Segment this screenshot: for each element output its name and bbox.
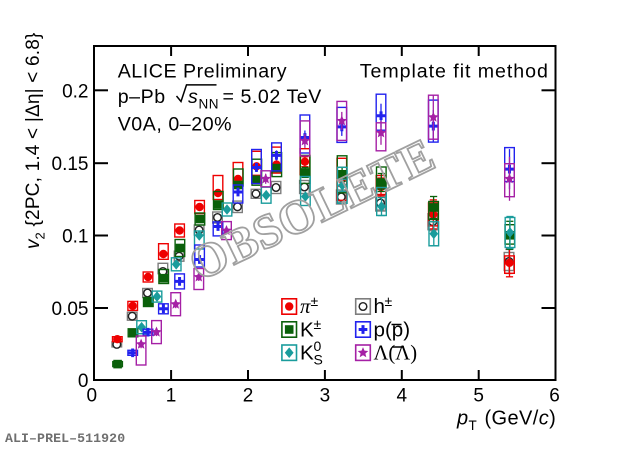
svg-text:0.05: 0.05	[52, 299, 89, 320]
svg-text:5: 5	[473, 386, 484, 407]
svg-text:K: K	[300, 342, 314, 365]
svg-text:π: π	[300, 296, 311, 318]
svg-text:±: ±	[311, 293, 319, 309]
svg-text:0.1: 0.1	[62, 227, 88, 248]
svg-text:K: K	[300, 319, 314, 342]
svg-text:2: 2	[243, 386, 254, 407]
svg-text:p–Pb: p–Pb	[118, 86, 166, 108]
svg-text:p: p	[456, 408, 468, 430]
svg-text:S: S	[314, 352, 323, 368]
svg-text:= 5.02 TeV: = 5.02 TeV	[223, 86, 322, 108]
svg-text:3: 3	[320, 386, 331, 407]
svg-text:0.2: 0.2	[62, 81, 88, 102]
svg-text:h: h	[374, 295, 385, 318]
svg-text:Λ(Λ): Λ(Λ)	[374, 343, 418, 365]
svg-text:1: 1	[166, 386, 177, 407]
svg-text:0: 0	[314, 338, 322, 354]
svg-text:NN: NN	[199, 97, 220, 112]
svg-text:±: ±	[385, 293, 393, 309]
svg-text:(GeV/c): (GeV/c)	[485, 408, 557, 430]
svg-text:T: T	[469, 418, 477, 433]
svg-text:ALICE Preliminary: ALICE Preliminary	[118, 61, 287, 83]
svg-text:2: 2	[33, 232, 48, 239]
svg-text:±: ±	[314, 316, 322, 332]
svg-text:6: 6	[549, 386, 560, 407]
svg-text:{2PC, 1.4 < |Δη| < 6.8}: {2PC, 1.4 < |Δη| < 6.8}	[23, 32, 44, 226]
svg-text:0: 0	[87, 386, 98, 407]
svg-text:ALI–PREL–511920: ALI–PREL–511920	[5, 431, 125, 446]
svg-text:Template fit method: Template fit method	[360, 61, 549, 83]
svg-text:p(p): p(p)	[374, 319, 411, 342]
svg-text:0.15: 0.15	[52, 154, 89, 175]
svg-text:V0A, 0–20%: V0A, 0–20%	[118, 114, 232, 136]
svg-text:0: 0	[78, 371, 89, 392]
svg-text:v: v	[23, 238, 44, 249]
svg-text:s: s	[188, 86, 198, 108]
svg-text:4: 4	[397, 386, 408, 407]
